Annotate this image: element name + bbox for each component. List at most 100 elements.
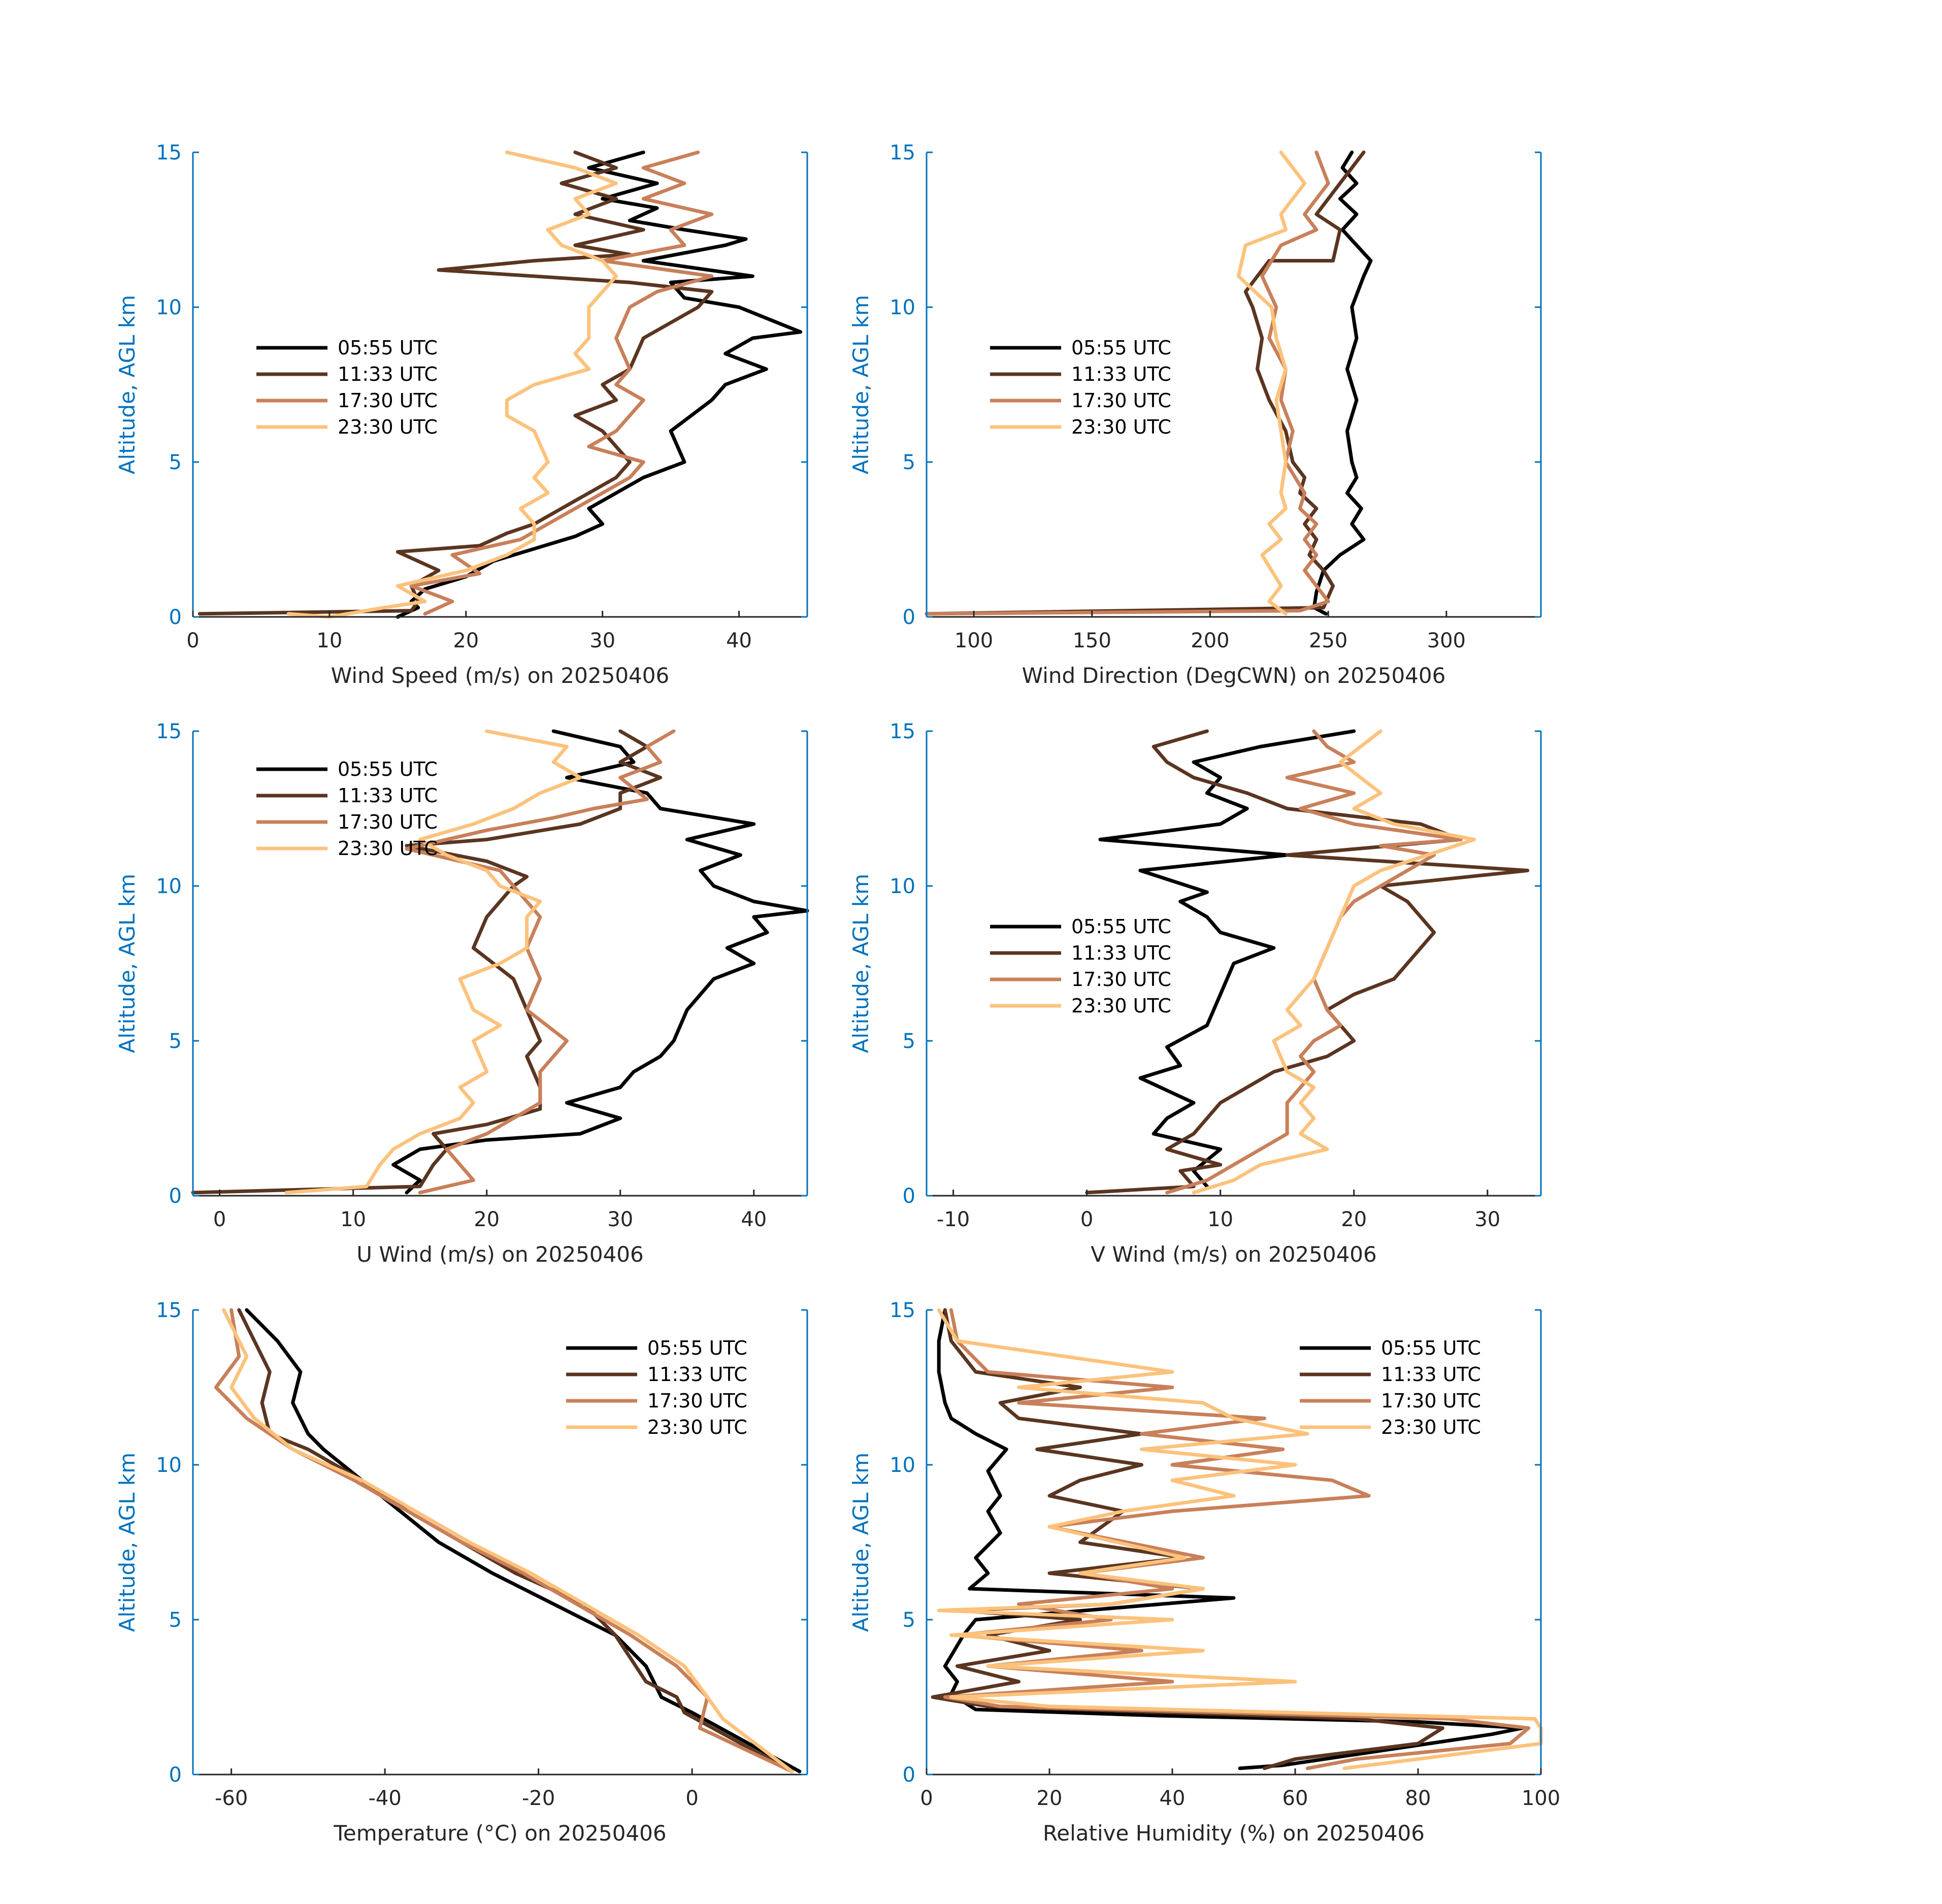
legend: 05:55 UTC 11:33 UTC 17:30 UTC 23:30 UTC [566, 1337, 747, 1438]
chart-u_wind: 0 5 10 15 0 10 20 30 40 U Wind (m/s) on 20250406 A… [115, 720, 809, 1267]
y-axis-title: Altitude, AGL km [848, 295, 873, 474]
x-tick-label: -20 [522, 1787, 555, 1810]
x-tick-label: 100 [1522, 1787, 1560, 1810]
y-axis-title: Altitude, AGL km [115, 1453, 140, 1632]
chart-v_wind: 0 5 10 15 -10 0 10 20 30 V Wind (m/s) on 20250406… [848, 720, 1542, 1267]
x-tick-label: 0 [920, 1787, 933, 1810]
y-tick-label: 0 [903, 606, 915, 629]
series-line-4 [286, 150, 618, 619]
y-axis-title: Altitude, AGL km [115, 874, 140, 1053]
legend-label: 05:55 UTC [1071, 915, 1171, 938]
y-tick-label: 0 [169, 606, 182, 629]
chart-relative_humidity: 0 5 10 15 0 20 40 60 80 100 Relative Humidity (%) … [848, 1299, 1560, 1846]
series-line-2 [191, 729, 663, 1195]
y-tick-label: 5 [903, 451, 915, 474]
legend: 05:55 UTC 11:33 UTC 17:30 UTC 23:30 UTC [1300, 1337, 1481, 1438]
legend-label: 17:30 UTC [647, 1390, 747, 1412]
legend: 05:55 UTC 11:33 UTC 17:30 UTC 23:30 UTC [256, 758, 438, 860]
legend-label: 23:30 UTC [1071, 416, 1171, 438]
y-tick-label: 5 [169, 1030, 182, 1053]
x-axis-title: Relative Humidity (%) on 20250406 [1043, 1821, 1425, 1846]
y-tick-label: 0 [169, 1763, 182, 1787]
x-tick-label: 200 [1191, 629, 1229, 652]
x-axis-title: Temperature (°C) on 20250406 [333, 1821, 666, 1846]
x-tick-label: 250 [1309, 629, 1347, 652]
x-axis-title: Wind Speed (m/s) on 20250406 [331, 663, 669, 688]
x-tick-label: 30 [589, 629, 615, 652]
y-axis-title: Altitude, AGL km [115, 295, 140, 474]
y-tick-label: 0 [169, 1185, 182, 1208]
y-tick-label: 10 [890, 1454, 915, 1477]
y-tick-label: 5 [169, 1608, 182, 1632]
legend: 05:55 UTC 11:33 UTC 17:30 UTC 23:30 UTC [990, 915, 1171, 1017]
y-axis-title: Altitude, AGL km [848, 874, 873, 1053]
series-line-1 [396, 150, 803, 619]
legend-label: 05:55 UTC [647, 1337, 747, 1359]
y-tick-label: 10 [890, 875, 915, 898]
x-tick-label: 0 [213, 1208, 226, 1231]
series-line-2 [1085, 729, 1530, 1195]
x-tick-label: 0 [186, 629, 199, 652]
x-tick-label: 40 [741, 1208, 767, 1231]
legend-label: 23:30 UTC [338, 837, 438, 860]
x-tick-label: 150 [1073, 629, 1111, 652]
series-line-3 [405, 729, 676, 1195]
y-tick-label: 15 [890, 720, 915, 743]
legend-label: 23:30 UTC [1381, 1416, 1481, 1438]
series-line-1 [1312, 150, 1373, 616]
series-line-1 [245, 1308, 802, 1774]
series-line-4 [222, 1308, 794, 1774]
series-line-1 [937, 1308, 1525, 1770]
legend-label: 17:30 UTC [1381, 1390, 1481, 1412]
legend: 05:55 UTC 11:33 UTC 17:30 UTC 23:30 UTC [256, 337, 438, 438]
series-line-4 [284, 729, 582, 1195]
x-tick-label: 40 [1160, 1787, 1186, 1810]
x-tick-label: 20 [474, 1208, 500, 1231]
y-tick-label: 10 [890, 296, 915, 319]
y-tick-label: 10 [156, 875, 182, 898]
x-tick-label: 20 [1341, 1208, 1367, 1231]
x-tick-label: -10 [937, 1208, 970, 1231]
legend-label: 23:30 UTC [1071, 995, 1171, 1017]
x-tick-label: 30 [1474, 1208, 1500, 1231]
legend-label: 17:30 UTC [338, 389, 438, 412]
legend-label: 11:33 UTC [1381, 1363, 1481, 1386]
y-tick-label: 10 [156, 296, 182, 319]
legend-label: 11:33 UTC [338, 363, 438, 385]
x-tick-label: 20 [1037, 1787, 1063, 1810]
legend-label: 05:55 UTC [1381, 1337, 1481, 1359]
x-tick-label: 20 [453, 629, 479, 652]
series-line-4 [1192, 729, 1476, 1195]
chart-temperature: 0 5 10 15 -60 -40 -20 0 Temperature (°C) on 2025… [115, 1299, 808, 1846]
legend-label: 23:30 UTC [647, 1416, 747, 1438]
legend-label: 11:33 UTC [338, 784, 438, 807]
y-tick-label: 5 [903, 1608, 915, 1632]
y-tick-label: 15 [890, 1299, 915, 1322]
legend-label: 05:55 UTC [338, 758, 438, 780]
y-tick-label: 10 [156, 1454, 182, 1477]
chart-wind_direction: 0 5 10 15 100 150 200 250 300 Wind Direction (Deg… [848, 141, 1542, 688]
x-tick-label: 10 [340, 1208, 366, 1231]
x-axis-title: V Wind (m/s) on 20250406 [1091, 1242, 1377, 1267]
y-tick-label: 15 [156, 1299, 182, 1322]
series-line-4 [1236, 150, 1307, 616]
y-tick-label: 15 [156, 720, 182, 743]
series-line-2 [198, 150, 714, 616]
series-line-3 [409, 150, 714, 616]
legend-label: 23:30 UTC [338, 416, 438, 438]
x-tick-label: -60 [215, 1787, 248, 1810]
series-line-1 [1098, 729, 1356, 1189]
x-tick-label: 80 [1405, 1787, 1431, 1810]
series-line-1 [391, 729, 809, 1195]
legend-label: 17:30 UTC [1071, 968, 1171, 991]
y-tick-label: 5 [903, 1030, 915, 1053]
legend-label: 11:33 UTC [1071, 942, 1171, 964]
series-line-4 [937, 1308, 1543, 1770]
legend-label: 05:55 UTC [338, 337, 438, 359]
x-tick-label: 30 [607, 1208, 633, 1231]
x-tick-label: 0 [1080, 1208, 1093, 1231]
series-line-3 [214, 1308, 794, 1774]
series-line-3 [925, 150, 1330, 616]
x-tick-label: -40 [368, 1787, 401, 1810]
